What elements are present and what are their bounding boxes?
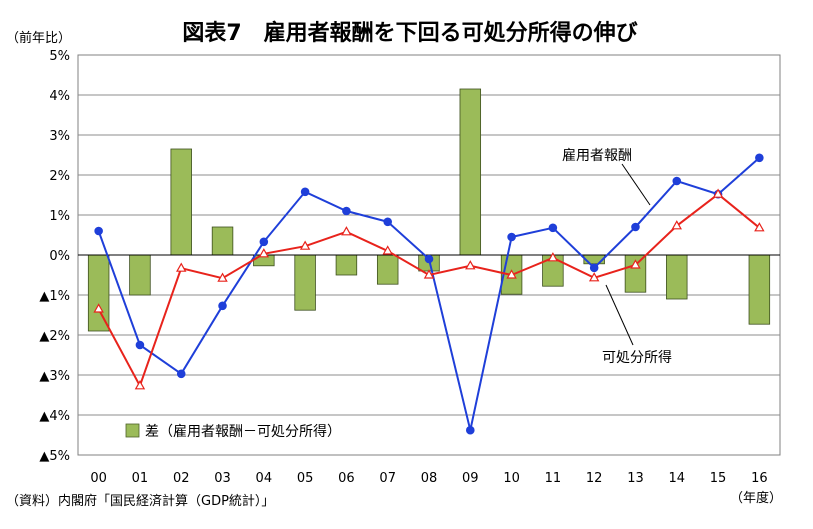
legend-swatch-difference xyxy=(125,423,140,438)
point-marker xyxy=(712,188,724,198)
callout-leader-disposable-income xyxy=(605,284,634,346)
point-marker xyxy=(547,252,559,262)
point-marker xyxy=(506,269,517,279)
y-tick-label: ▲2% xyxy=(39,329,70,344)
y-tick-label: 1% xyxy=(49,209,70,224)
bar xyxy=(335,254,358,276)
x-tick-label: 12 xyxy=(586,471,603,486)
point-marker xyxy=(342,206,351,216)
point-marker xyxy=(176,262,187,272)
y-tick-label: 2% xyxy=(49,169,70,184)
y-axis-ticks: 5% 4% 3% 2% 1% 0% ▲1% ▲2% ▲3% ▲4% ▲5% xyxy=(39,49,70,464)
point-marker xyxy=(134,380,146,390)
point-marker xyxy=(383,217,393,227)
x-tick-label: 03 xyxy=(214,471,231,486)
bar xyxy=(748,254,771,325)
point-marker xyxy=(465,260,476,270)
point-marker xyxy=(423,269,435,279)
x-tick-label: 08 xyxy=(421,471,438,486)
x-tick-label: 15 xyxy=(710,471,727,486)
point-marker xyxy=(300,187,310,197)
y-tick-label: ▲4% xyxy=(39,409,70,424)
x-tick-label: 07 xyxy=(379,471,396,486)
y-tick-label: ▲1% xyxy=(39,289,70,304)
point-marker xyxy=(258,248,270,258)
point-marker xyxy=(218,301,227,311)
bar-series xyxy=(87,88,771,332)
point-marker xyxy=(465,425,475,435)
x-tick-label: 05 xyxy=(297,471,314,486)
point-marker xyxy=(671,220,682,230)
bar xyxy=(129,254,151,296)
point-marker xyxy=(630,259,641,269)
x-tick-label: 13 xyxy=(627,471,644,486)
chart-title: 図表7 雇用者報酬を下回る可処分所得の伸び xyxy=(182,20,637,46)
point-marker xyxy=(135,340,145,350)
callout-disposable-income: 可処分所得 xyxy=(602,284,672,366)
point-marker xyxy=(672,176,682,186)
x-tick-label: 02 xyxy=(173,471,190,486)
y-tick-label: 3% xyxy=(49,129,70,144)
line-markers xyxy=(93,153,765,435)
legend-label-difference: 差（雇用者報酬－可処分所得） xyxy=(145,423,341,440)
gridlines xyxy=(78,94,780,416)
x-tick-label: 16 xyxy=(751,471,768,486)
callout-label-disposable-income: 可処分所得 xyxy=(602,349,672,366)
y-unit-label: （前年比） xyxy=(6,30,71,46)
y-tick-label: 0% xyxy=(49,249,70,264)
point-marker xyxy=(93,303,104,313)
callout-label-employee-compensation: 雇用者報酬 xyxy=(562,147,632,164)
point-marker xyxy=(259,237,269,247)
callout-leader-employee-compensation xyxy=(621,163,651,206)
point-marker xyxy=(755,153,764,163)
point-marker xyxy=(341,226,352,236)
point-marker xyxy=(589,263,599,273)
source-note: （資料）内閣府「国民経済計算（GDP統計）」 xyxy=(6,493,274,509)
point-marker xyxy=(424,254,434,264)
bar xyxy=(294,254,316,311)
point-marker xyxy=(94,226,103,236)
bar xyxy=(211,226,234,256)
point-marker xyxy=(299,240,311,250)
y-tick-label: ▲3% xyxy=(39,369,70,384)
legend: 差（雇用者報酬－可処分所得） xyxy=(125,423,341,440)
bar xyxy=(666,254,688,300)
x-tick-label: 10 xyxy=(503,471,520,486)
y-tick-label: 4% xyxy=(49,89,70,104)
point-marker xyxy=(631,222,640,232)
x-tick-label: 04 xyxy=(256,471,273,486)
x-unit-label: （年度） xyxy=(730,490,782,506)
x-tick-label: 01 xyxy=(132,471,149,486)
y-tick-label: 5% xyxy=(49,49,70,64)
x-tick-label: 06 xyxy=(338,471,355,486)
point-marker xyxy=(176,369,186,379)
point-marker xyxy=(548,223,558,233)
x-tick-label: 09 xyxy=(462,471,479,486)
point-marker xyxy=(507,232,516,242)
bar xyxy=(376,254,399,285)
x-axis-ticks: 00 01 02 03 04 05 06 07 08 09 10 11 12 13 14 15 16 xyxy=(90,471,767,486)
point-marker xyxy=(217,272,228,282)
point-marker xyxy=(382,245,393,255)
y-tick-label: ▲5% xyxy=(39,449,70,464)
bar xyxy=(459,88,482,256)
x-tick-label: 00 xyxy=(90,471,107,486)
bar xyxy=(170,148,192,256)
bar xyxy=(87,254,110,332)
x-tick-label: 14 xyxy=(668,471,685,486)
point-marker xyxy=(754,222,765,232)
point-marker xyxy=(588,272,600,282)
callout-employee-compensation: 雇用者報酬 xyxy=(562,147,651,206)
x-tick-label: 11 xyxy=(545,471,562,486)
